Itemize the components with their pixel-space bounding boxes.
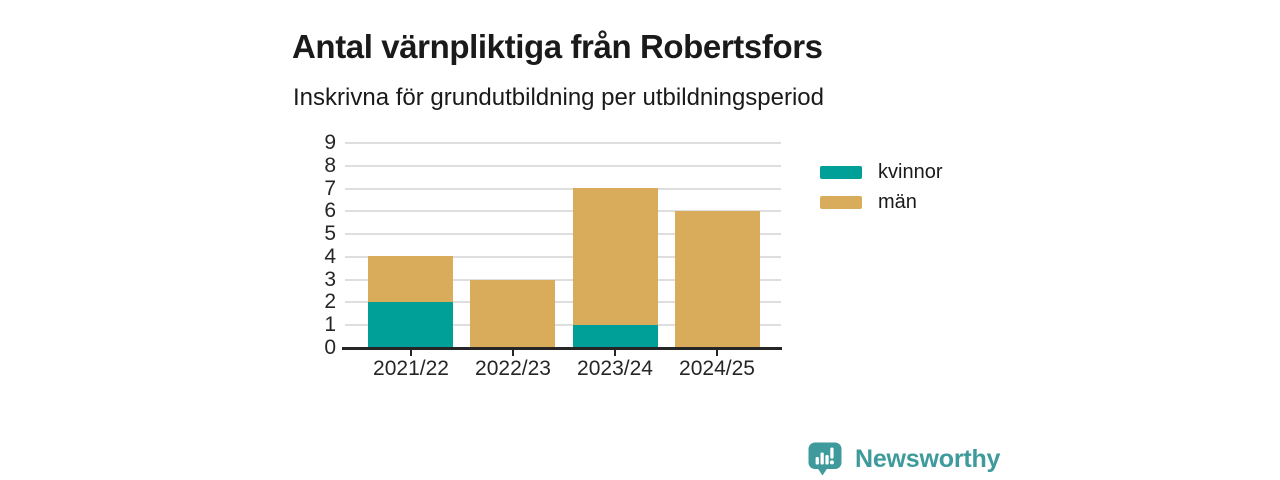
bar-segment <box>368 256 453 302</box>
y-tick-label: 0 <box>324 336 336 359</box>
y-tick-label: 9 <box>324 131 336 154</box>
plot-area <box>345 142 781 348</box>
x-tick-mark <box>716 350 718 356</box>
gridline <box>345 164 781 167</box>
legend: kvinnor män <box>820 161 942 224</box>
gridline <box>345 187 781 190</box>
gridline <box>345 233 781 236</box>
legend-label: kvinnor <box>878 160 943 183</box>
x-tick-mark <box>512 350 514 356</box>
y-tick-label: 2 <box>324 290 336 313</box>
bar-segment <box>573 188 658 325</box>
gridline <box>345 210 781 213</box>
legend-swatch <box>820 165 862 179</box>
x-tick-label: 2021/22 <box>373 357 449 380</box>
chart-title: Antal värnpliktiga från Robertsfors <box>292 28 823 66</box>
chart-subtitle: Inskrivna för grundutbildning per utbild… <box>293 84 824 111</box>
gridline <box>345 301 781 304</box>
x-axis-line <box>342 347 782 350</box>
y-tick-label: 8 <box>324 154 336 177</box>
y-tick-label: 4 <box>324 245 336 268</box>
x-tick-label: 2022/23 <box>475 357 551 380</box>
bar-segment <box>368 302 453 348</box>
bar-segment <box>573 325 658 348</box>
bar-segment <box>470 280 555 348</box>
gridline <box>345 278 781 281</box>
legend-item: män <box>820 191 942 213</box>
bar-segment <box>675 211 760 348</box>
x-tick-mark <box>614 350 616 356</box>
legend-swatch <box>820 195 862 209</box>
y-tick-label: 3 <box>324 268 336 291</box>
y-tick-label: 5 <box>324 222 336 245</box>
y-tick-label: 7 <box>324 177 336 200</box>
x-tick-mark <box>410 350 412 356</box>
y-tick-label: 1 <box>324 313 336 336</box>
x-tick-label: 2024/25 <box>679 357 755 380</box>
gridline <box>345 324 781 327</box>
newsworthy-icon <box>807 441 843 477</box>
gridline <box>345 255 781 258</box>
newsworthy-logo[interactable]: Newsworthy <box>807 441 1000 477</box>
legend-label: män <box>878 190 917 213</box>
newsworthy-wordmark: Newsworthy <box>855 444 1001 473</box>
legend-item: kvinnor <box>820 161 942 183</box>
gridline <box>345 142 781 144</box>
x-tick-label: 2023/24 <box>577 357 653 380</box>
y-tick-label: 6 <box>324 199 336 222</box>
